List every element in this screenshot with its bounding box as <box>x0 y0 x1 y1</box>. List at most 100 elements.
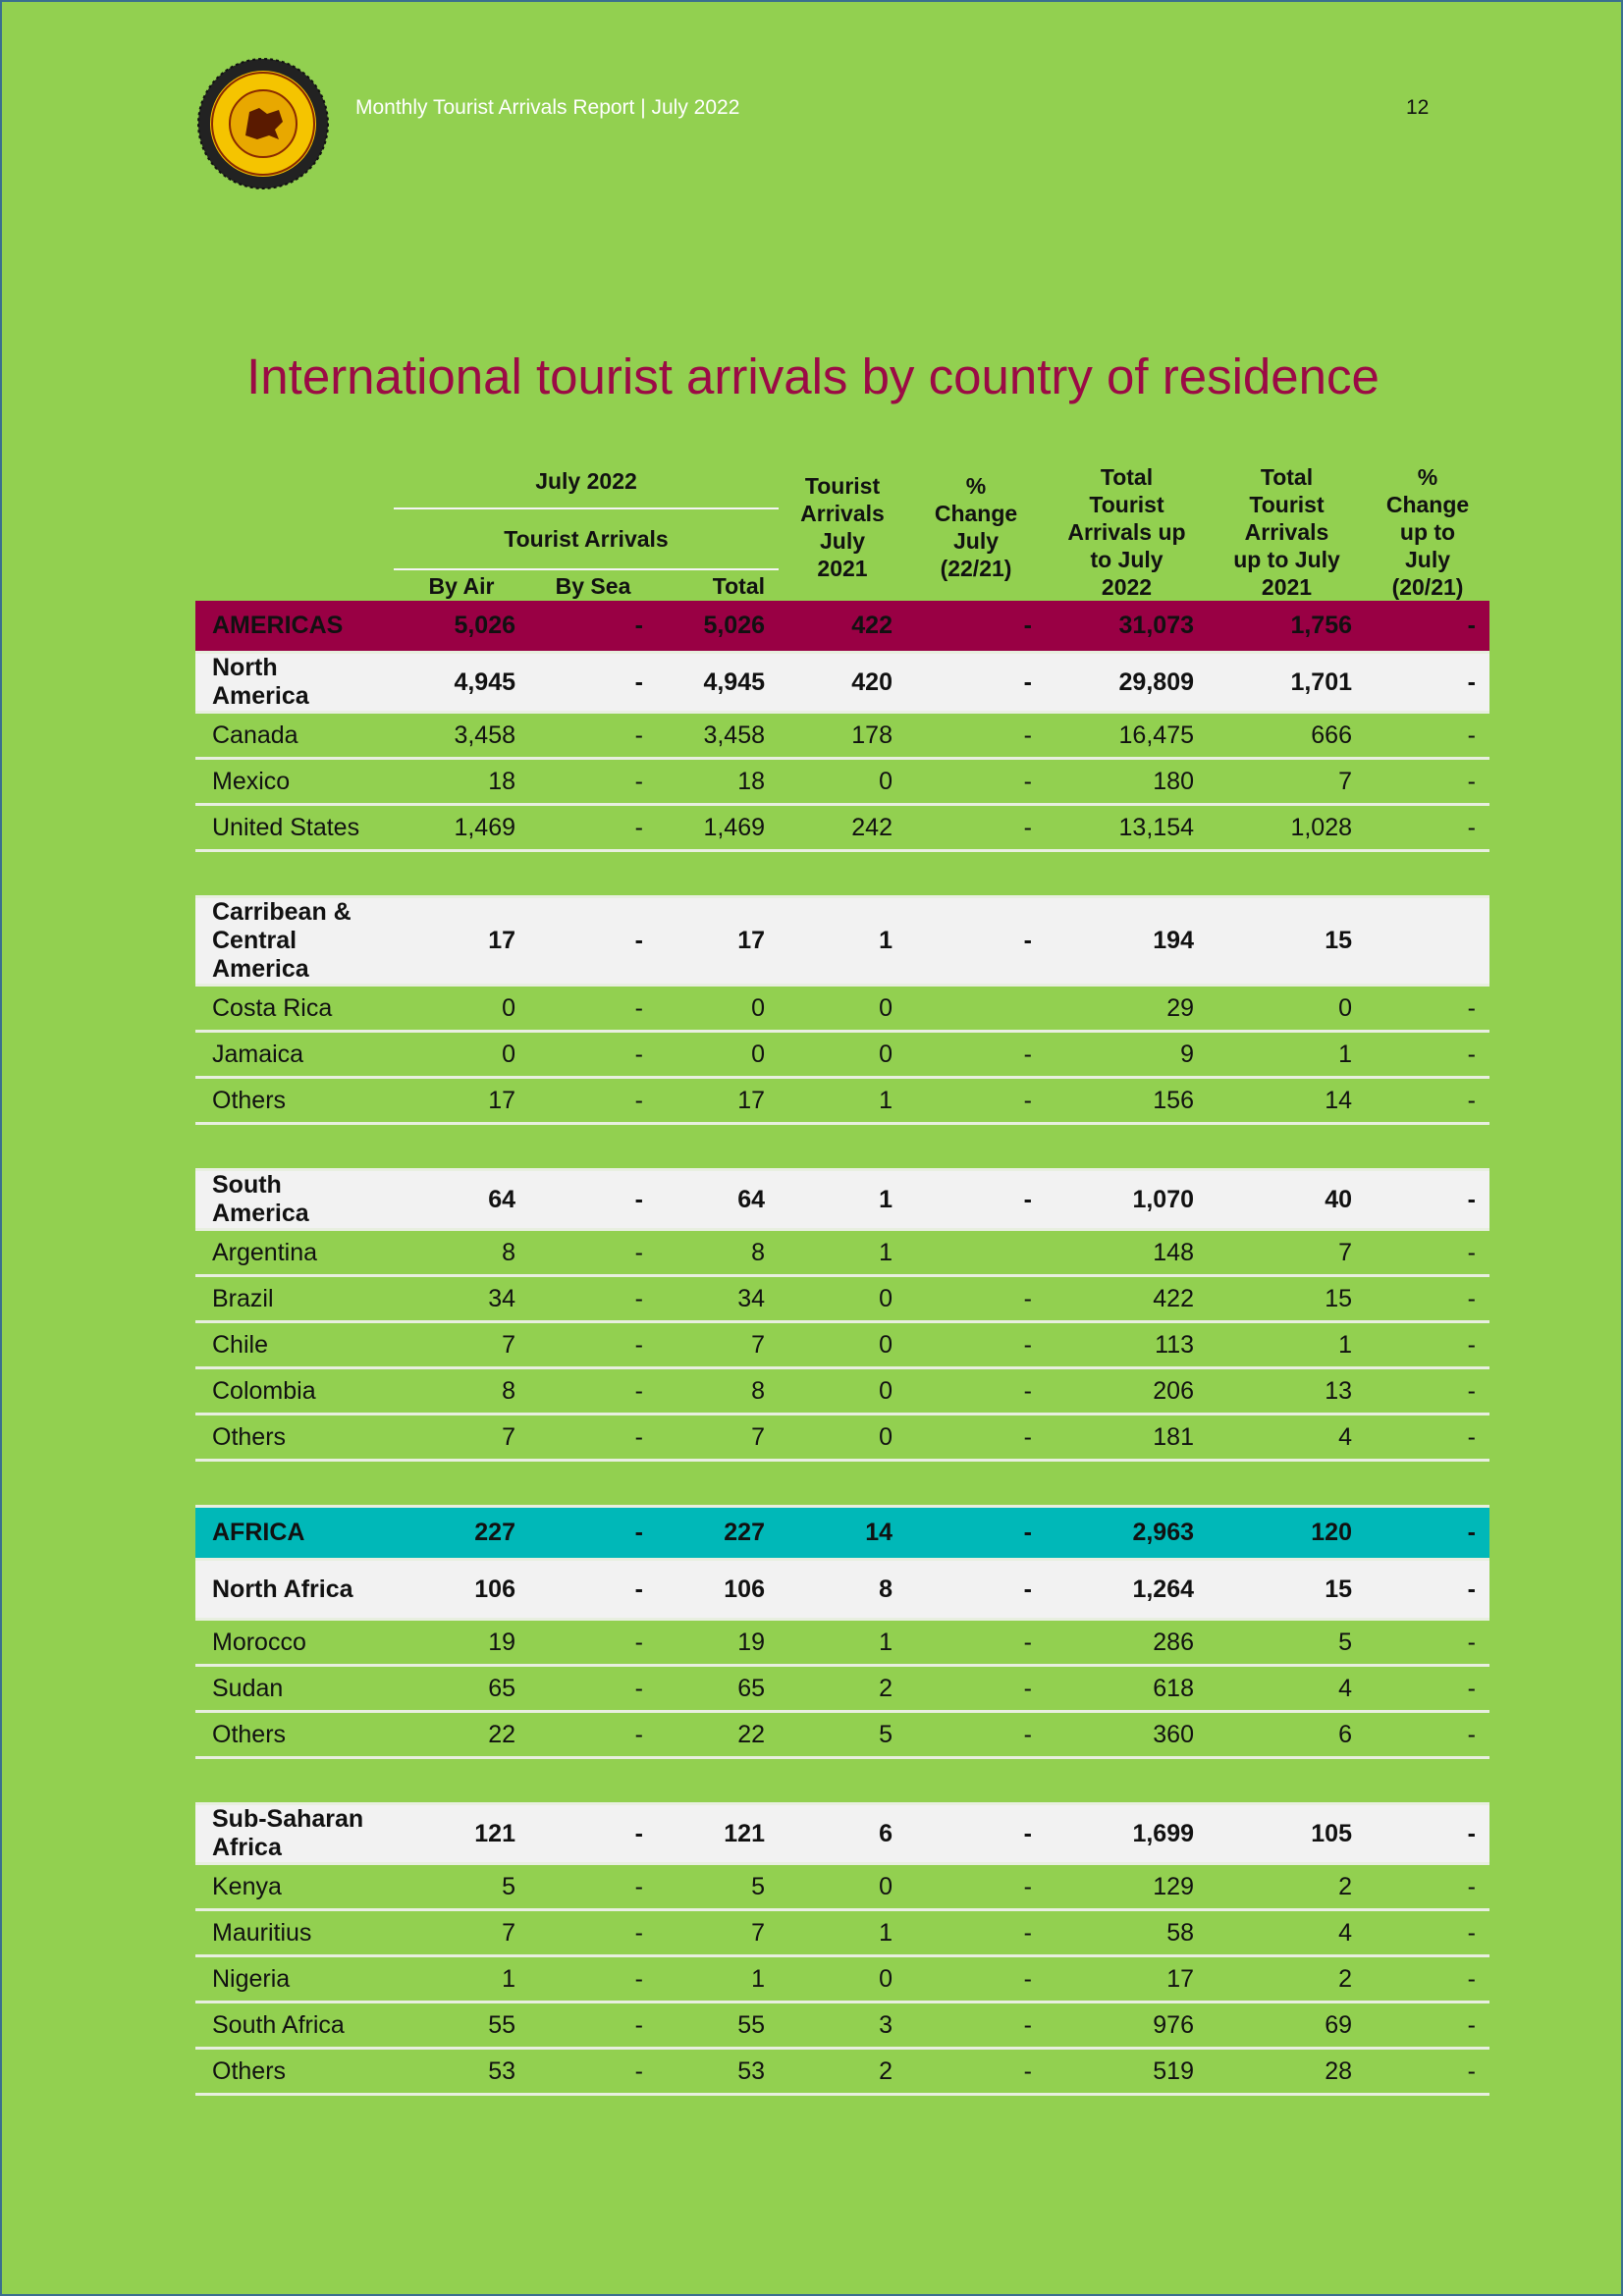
cell: 1 <box>779 1619 906 1667</box>
header-cell: Total Tourist Arrivals up to July 2022 <box>1067 464 1186 600</box>
cell: - <box>529 985 657 1033</box>
header-cell: % Change July (22/21) <box>934 473 1018 581</box>
cell: - <box>1366 1275 1489 1323</box>
cell: - <box>1366 804 1489 852</box>
cell: 17 <box>657 896 779 987</box>
cell: 121 <box>394 1803 529 1865</box>
cell: 7 <box>1208 1229 1366 1277</box>
cell: 0 <box>779 1275 906 1323</box>
cell: 7 <box>657 1321 779 1369</box>
cell: 1 <box>779 1229 906 1277</box>
cell: 618 <box>1046 1665 1208 1713</box>
cell: 181 <box>1046 1414 1208 1462</box>
cell: 360 <box>1046 1711 1208 1759</box>
cell: 17 <box>1046 1955 1208 2003</box>
cell: - <box>529 1077 657 1125</box>
cell: - <box>1366 1321 1489 1369</box>
cell: - <box>529 804 657 852</box>
cell: 3 <box>779 2002 906 2050</box>
row-label: Mauritius <box>195 1909 394 1957</box>
row-label: United States <box>195 804 394 852</box>
row-label: Canada <box>195 712 394 760</box>
cell: - <box>906 1321 1046 1369</box>
cell: 1 <box>779 1909 906 1957</box>
cell: 19 <box>394 1619 529 1667</box>
cell: 17 <box>394 896 529 987</box>
cell: - <box>529 1711 657 1759</box>
spacer-cell <box>195 1123 1489 1171</box>
cell: 15 <box>1208 1559 1366 1621</box>
cell: 18 <box>657 758 779 806</box>
cell: - <box>1366 1169 1489 1231</box>
row-label: Colombia <box>195 1367 394 1415</box>
cell: - <box>906 758 1046 806</box>
report-title: Monthly Tourist Arrivals Report | July 2… <box>355 96 740 119</box>
spacer-row <box>195 1757 1489 1805</box>
cell: 666 <box>1208 712 1366 760</box>
cell: 0 <box>779 1414 906 1462</box>
cell: 0 <box>779 1863 906 1911</box>
row-label: South America <box>195 1169 394 1231</box>
cell: 3,458 <box>394 712 529 760</box>
country-row: Nigeria 1-1 0-17 2- <box>195 1955 1489 2003</box>
spacer-row <box>195 1123 1489 1171</box>
cell: 7 <box>657 1909 779 1957</box>
cell: 1,070 <box>1046 1169 1208 1231</box>
row-label: North America <box>195 652 394 714</box>
header-cell: Tourist Arrivals July 2021 <box>800 473 885 581</box>
cell: - <box>906 1414 1046 1462</box>
cell: 1,469 <box>657 804 779 852</box>
cell: - <box>1366 1559 1489 1621</box>
cell: 1,701 <box>1208 652 1366 714</box>
cell: 1,469 <box>394 804 529 852</box>
cell: 7 <box>657 1414 779 1462</box>
cell: 976 <box>1046 2002 1208 2050</box>
row-label: Costa Rica <box>195 985 394 1033</box>
cell: 1 <box>779 896 906 987</box>
cell: - <box>1366 1506 1489 1561</box>
row-label: Nigeria <box>195 1955 394 2003</box>
row-label: AFRICA <box>195 1506 394 1561</box>
cell: 13,154 <box>1046 804 1208 852</box>
cell: 227 <box>657 1506 779 1561</box>
cell: 194 <box>1046 896 1208 987</box>
cell: 22 <box>394 1711 529 1759</box>
cell: - <box>1366 1077 1489 1125</box>
cell: 1,756 <box>1208 601 1366 654</box>
spacer-cell <box>195 1460 1489 1508</box>
cell: - <box>906 1031 1046 1079</box>
country-row: Others 53-53 2-519 28- <box>195 2048 1489 2096</box>
cell: - <box>1366 601 1489 654</box>
country-row: Kenya 5-5 0-129 2- <box>195 1863 1489 1911</box>
cell: 17 <box>657 1077 779 1125</box>
cell: - <box>529 1229 657 1277</box>
cell: 0 <box>779 985 906 1033</box>
header-cell <box>195 454 394 601</box>
row-label: Others <box>195 1077 394 1125</box>
row-label: Others <box>195 1711 394 1759</box>
cell: 0 <box>779 1367 906 1415</box>
cell: - <box>906 1077 1046 1125</box>
cell: 13 <box>1208 1367 1366 1415</box>
cell: - <box>906 1863 1046 1911</box>
country-row: Jamaica 0-0 0-9 1- <box>195 1031 1489 1079</box>
cell: - <box>529 712 657 760</box>
country-row: Others 7-7 0-181 4- <box>195 1414 1489 1462</box>
cell: 4 <box>1208 1665 1366 1713</box>
country-row: Canada 3,458-3,458 178-16,475 666- <box>195 712 1489 760</box>
spacer-cell <box>195 1757 1489 1805</box>
subregion-row: North Africa 106-106 8-1,264 15- <box>195 1559 1489 1621</box>
cell: - <box>529 1559 657 1621</box>
cell: - <box>1366 1711 1489 1759</box>
cell: - <box>1366 1909 1489 1957</box>
country-row: South Africa 55-55 3-976 69- <box>195 2002 1489 2050</box>
row-label: Sub-Saharan Africa <box>195 1803 394 1865</box>
cell: - <box>906 1665 1046 1713</box>
cell: 8 <box>779 1559 906 1621</box>
row-label: AMERICAS <box>195 601 394 654</box>
cell: 286 <box>1046 1619 1208 1667</box>
page-title: International tourist arrivals by countr… <box>246 348 1380 404</box>
cell: 180 <box>1046 758 1208 806</box>
cell: - <box>906 1955 1046 2003</box>
